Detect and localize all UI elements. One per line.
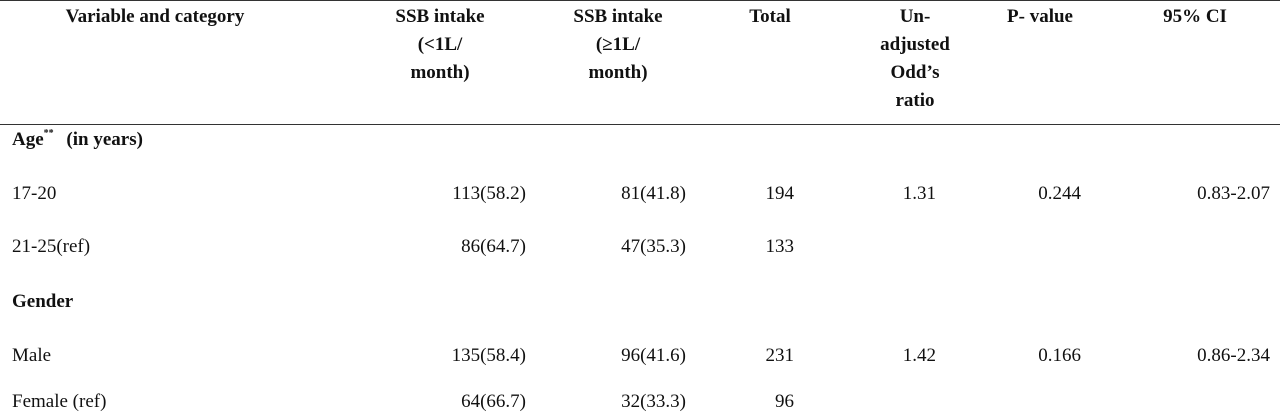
row-ci: 0.83-2.07 bbox=[1197, 183, 1270, 204]
row-label: 17-20 bbox=[12, 183, 57, 204]
header-ssb-high-line-1: SSB intake bbox=[573, 6, 663, 27]
header-ssb-high: SSB intake (≥1L/ month) bbox=[548, 3, 688, 87]
header-variable: Variable and category bbox=[65, 6, 245, 27]
header-total: Total bbox=[749, 6, 791, 27]
row-ssb-high: 81(41.8) bbox=[621, 183, 686, 204]
row-ssb-low: 86(64.7) bbox=[461, 236, 526, 257]
header-ssb-low-line-1: SSB intake bbox=[395, 6, 485, 27]
row-pvalue: 0.244 bbox=[1038, 183, 1081, 204]
header-ci: 95% CI bbox=[1163, 6, 1227, 27]
row-ssb-low: 64(66.7) bbox=[461, 391, 526, 412]
row-total: 194 bbox=[765, 183, 795, 204]
row-odds: 1.31 bbox=[902, 183, 936, 204]
header-ssb-low-line-3: month) bbox=[410, 62, 470, 83]
header-ssb-low-line-2: (<1L/ bbox=[417, 34, 463, 55]
row-label: Female (ref) bbox=[12, 391, 107, 412]
row-label: 21-25(ref) bbox=[12, 236, 91, 257]
section-title-gender: Gender bbox=[12, 288, 73, 316]
header-odds: Un- adjusted Odd’s ratio bbox=[860, 3, 970, 115]
header-ssb-low: SSB intake (<1L/ month) bbox=[370, 3, 510, 87]
row-ssb-low: 113(58.2) bbox=[452, 183, 526, 204]
header-odds-line-2: adjusted bbox=[880, 34, 950, 55]
row-total: 231 bbox=[765, 345, 795, 366]
row-ci: 0.86-2.34 bbox=[1197, 345, 1270, 366]
section-title-age: Age** (in years) bbox=[12, 126, 143, 154]
row-ssb-high: 47(35.3) bbox=[621, 236, 686, 257]
section-title-age-suffix: (in years) bbox=[66, 129, 143, 150]
row-label: Male bbox=[12, 345, 52, 366]
header-pvalue: P- value bbox=[1007, 6, 1073, 27]
header-ssb-high-line-3: month) bbox=[588, 62, 648, 83]
row-total: 133 bbox=[765, 236, 795, 257]
row-ssb-high: 96(41.6) bbox=[621, 345, 686, 366]
header-odds-line-1: Un- bbox=[899, 6, 931, 27]
row-ssb-low: 135(58.4) bbox=[451, 345, 526, 366]
row-pvalue: 0.166 bbox=[1038, 345, 1081, 366]
table-top-rule bbox=[0, 0, 1280, 1]
header-odds-line-4: ratio bbox=[895, 90, 935, 111]
row-ssb-high: 32(33.3) bbox=[621, 391, 686, 412]
row-total: 96 bbox=[775, 391, 794, 412]
header-bottom-rule bbox=[0, 124, 1280, 125]
section-title-age-sup: ** bbox=[43, 128, 54, 139]
row-odds: 1.42 bbox=[902, 345, 936, 366]
header-odds-line-3: Odd’s bbox=[890, 62, 940, 83]
header-ssb-high-line-2: (≥1L/ bbox=[595, 34, 641, 55]
section-title-age-text: Age bbox=[12, 129, 44, 150]
section-title-gender-text: Gender bbox=[12, 291, 74, 312]
